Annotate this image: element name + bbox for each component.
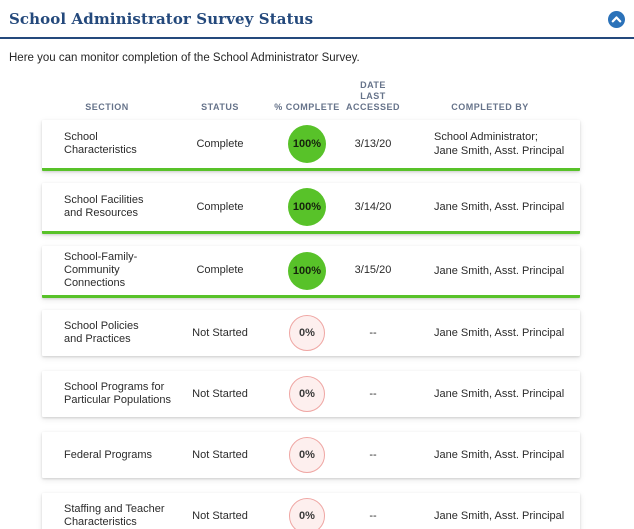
date-last-accessed: --: [369, 509, 377, 522]
percent-badge: 100%: [288, 251, 326, 290]
survey-status-table: SECTION STATUS % COMPLETE DATE LAST ACCE…: [42, 80, 580, 529]
section-name: School Programs for Particular Population…: [64, 381, 172, 406]
status-text: Not Started: [192, 509, 248, 522]
completed-by: Jane Smith, Asst. Principal: [434, 510, 565, 522]
percent-badge: 0%: [289, 437, 325, 473]
status-text: Complete: [196, 264, 244, 276]
date-last-accessed: 3/15/20: [354, 264, 392, 276]
completed-by: Jane Smith, Asst. Principal: [434, 264, 565, 277]
table-row: School Programs for Particular Population…: [42, 371, 580, 417]
percent-badge: 100%: [288, 125, 326, 163]
status-text: Not Started: [192, 326, 248, 339]
panel-header: School Administrator Survey Status: [0, 0, 634, 28]
section-name: School Characteristics: [64, 131, 137, 156]
survey-rows: School Characteristics Complete 100% 3/1…: [42, 120, 580, 529]
completed-by: School Administrator; Jane Smith, Asst. P…: [434, 131, 565, 157]
chevron-up-icon: [608, 11, 625, 28]
percent-badge: 0%: [289, 315, 325, 351]
percent-badge-wrap: 0%: [268, 315, 346, 351]
table-row: Staffing and Teacher Characteristics Not …: [42, 493, 580, 529]
section-name: School-Family-Community Connections: [64, 251, 138, 289]
column-header-completed-by: COMPLETED BY: [451, 102, 529, 112]
table-row: School Characteristics Complete 100% 3/1…: [42, 120, 580, 171]
status-text: Not Started: [192, 448, 248, 461]
percent-badge: 0%: [289, 498, 325, 529]
intro-text: Here you can monitor completion of the S…: [9, 52, 360, 64]
percent-badge-wrap: 100%: [268, 251, 346, 290]
status-text: Complete: [196, 200, 244, 213]
date-last-accessed: 3/14/20: [354, 200, 392, 213]
percent-badge-wrap: 0%: [268, 498, 346, 529]
percent-badge: 100%: [288, 188, 326, 226]
percent-badge: 0%: [289, 376, 325, 412]
date-last-accessed: 3/13/20: [354, 137, 392, 150]
completed-by: Jane Smith, Asst. Principal: [434, 201, 565, 213]
section-name: School Policies and Practices: [64, 320, 139, 345]
page-title: School Administrator Survey Status: [9, 10, 314, 28]
header-divider: [0, 37, 634, 39]
section-name: Staffing and Teacher Characteristics: [64, 503, 165, 528]
table-row: Federal Programs Not Started 0% -- Jane …: [42, 432, 580, 478]
status-text: Complete: [196, 137, 244, 150]
column-header-date: DATE LAST ACCESSED: [346, 80, 401, 112]
section-name: School Facilities and Resources: [64, 194, 144, 219]
table-row: School Policies and Practices Not Started…: [42, 310, 580, 356]
status-text: Not Started: [192, 387, 248, 400]
completed-by: Jane Smith, Asst. Principal: [434, 327, 565, 339]
section-name: Federal Programs: [64, 448, 153, 461]
percent-badge-wrap: 100%: [268, 125, 346, 163]
column-header-status: STATUS: [201, 102, 239, 112]
date-last-accessed: --: [369, 326, 377, 339]
completed-by: Jane Smith, Asst. Principal: [434, 449, 565, 461]
table-row: School Facilities and Resources Complete …: [42, 183, 580, 234]
table-row: School-Family-Community Connections Compl…: [42, 246, 580, 298]
percent-badge-wrap: 100%: [268, 188, 346, 226]
date-last-accessed: --: [369, 448, 377, 461]
completed-by: Jane Smith, Asst. Principal: [434, 388, 565, 400]
date-last-accessed: --: [369, 387, 377, 400]
percent-badge-wrap: 0%: [268, 437, 346, 473]
collapse-panel-button[interactable]: [608, 11, 625, 28]
column-header-section: SECTION: [85, 102, 129, 112]
table-header-row: SECTION STATUS % COMPLETE DATE LAST ACCE…: [42, 80, 580, 120]
percent-badge-wrap: 0%: [268, 376, 346, 412]
column-header-percent: % COMPLETE: [274, 102, 340, 112]
